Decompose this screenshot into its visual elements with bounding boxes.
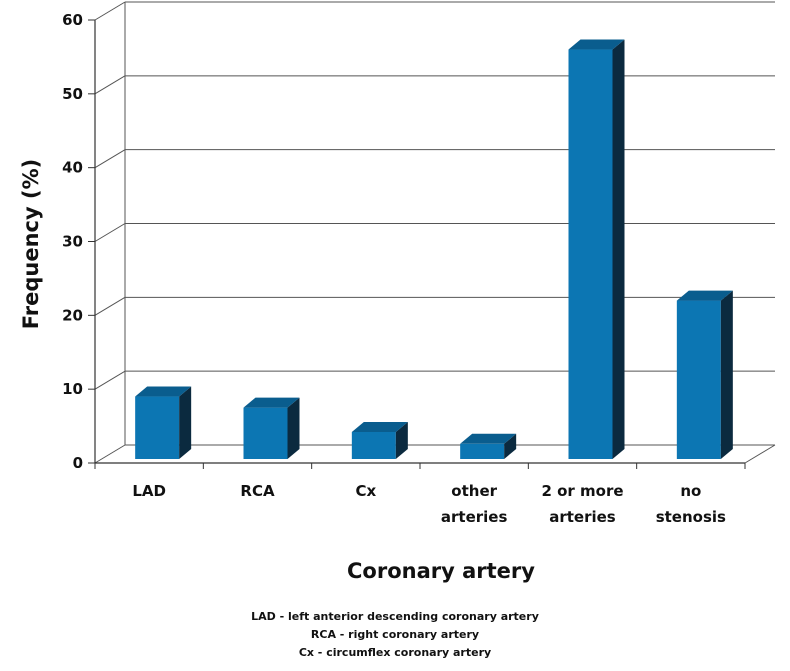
x-tick-label: other arteries (441, 482, 508, 526)
bars (135, 39, 733, 460)
gridline-depth (94, 1, 126, 21)
bar-side (612, 39, 625, 460)
bar-side (720, 290, 733, 459)
x-tick-label: RCA (240, 482, 275, 500)
bar-side (287, 397, 300, 459)
y-tick-label: 0 (73, 454, 83, 472)
y-tick-label: 40 (62, 159, 83, 177)
x-tick-label: no stenosis (656, 482, 726, 526)
bar-front (676, 300, 721, 459)
bar-front (460, 443, 505, 459)
bar (135, 386, 192, 459)
gridline-depth (94, 370, 126, 390)
x-tick-label: 2 or more arteries (541, 482, 623, 526)
bar-top (351, 421, 408, 432)
axes (88, 2, 776, 469)
bar-front (568, 49, 613, 460)
x-tick-label: Cx (355, 482, 376, 500)
gridline-depth (94, 296, 126, 316)
note-lad: LAD - left anterior descending coronary … (251, 610, 539, 623)
gridlines (94, 1, 775, 464)
gridline-depth (94, 75, 126, 95)
bar (460, 433, 517, 459)
bar-front (243, 407, 288, 459)
y-tick-label: 50 (62, 85, 83, 103)
y-tick-label: 30 (62, 233, 83, 251)
x-tick-label: LAD (132, 482, 166, 500)
floor-edge (744, 444, 776, 464)
bar-top (568, 39, 625, 50)
bar-side (504, 433, 517, 459)
y-tick-labels: 0 10 20 30 40 50 60 (62, 11, 83, 472)
bar-top (676, 290, 733, 301)
gridline-depth (94, 444, 126, 464)
category-labels: LAD RCA Cx other arteries 2 or more arteries no… (132, 482, 726, 526)
gridline-depth (94, 149, 126, 169)
bar-top (135, 386, 192, 397)
bar-front (351, 431, 396, 459)
bar (351, 421, 408, 459)
bar-side (179, 386, 192, 459)
bar (676, 290, 733, 459)
y-tick-label: 20 (62, 306, 83, 324)
bar (243, 397, 300, 459)
bar-side (395, 421, 408, 459)
bar-chart: 0 10 20 30 40 50 60 LAD RCA Cx other arteries 2 or … (19, 1, 776, 583)
bar-front (135, 396, 180, 459)
bar-top (243, 397, 300, 408)
note-cx: Cx - circumflex coronary artery (298, 646, 492, 659)
y-tick-label: 10 (62, 380, 83, 398)
x-axis-title: Coronary artery (347, 559, 535, 583)
bar (568, 39, 625, 460)
bar-top (460, 433, 517, 444)
y-tick-label: 60 (62, 11, 83, 29)
note-rca: RCA - right coronary artery (310, 628, 480, 641)
abbreviation-notes: LAD - left anterior descending coronary … (0, 608, 790, 662)
y-axis-title: Frequency (%) (19, 159, 43, 329)
gridline-depth (94, 223, 126, 242)
